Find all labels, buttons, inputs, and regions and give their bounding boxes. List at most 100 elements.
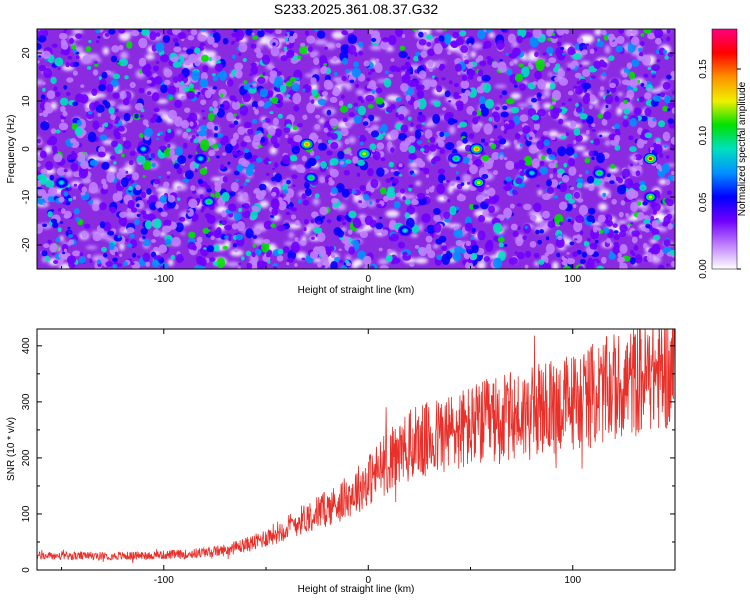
heatmap-cell (382, 37, 389, 43)
heatmap-cell (231, 100, 241, 111)
heatmap-cell (42, 109, 49, 118)
heatmap-cell (647, 87, 652, 91)
heatmap-cell (81, 186, 87, 194)
heatmap-cell (390, 147, 395, 153)
heatmap-cell (110, 114, 116, 120)
heatmap-cell (310, 77, 317, 85)
heatmap-cell (460, 80, 470, 89)
heatmap-cell (536, 184, 540, 188)
heatmap-cell (472, 110, 478, 116)
heatmap-cell (506, 68, 513, 76)
heatmap-cell (593, 138, 600, 146)
heatmap-cell (514, 251, 518, 255)
heatmap-cell (191, 134, 196, 140)
heatmap-cell (98, 76, 102, 80)
heatmap-cell (78, 256, 87, 264)
heatmap-cell (554, 160, 558, 164)
heatmap-cell (483, 160, 494, 170)
heatmap-cell (118, 216, 128, 226)
heatmap-cell (651, 74, 656, 79)
heatmap-cell (57, 67, 61, 70)
heatmap-cell (574, 43, 580, 50)
heatmap-cell (228, 203, 237, 212)
heatmap-cell (242, 57, 247, 63)
heatmap-cell (633, 204, 637, 209)
heatmap-cell (216, 132, 224, 138)
heatmap-cell (243, 80, 248, 84)
heatmap-cell (554, 76, 560, 82)
heatmap-cell (53, 153, 63, 163)
heatmap-cell (168, 96, 173, 101)
y-tick-label: 100 (21, 505, 32, 522)
heatmap-cell (182, 47, 187, 51)
heatmap-cell (139, 114, 144, 118)
heatmap-cell (631, 29, 638, 35)
heatmap-cell (564, 193, 573, 201)
heatmap-cell (654, 37, 662, 45)
heatmap-cell (528, 136, 533, 140)
heatmap-cell (640, 33, 645, 37)
heatmap-cell (262, 122, 270, 129)
heatmap-cell (255, 190, 265, 201)
heatmap-cell (231, 40, 235, 45)
heatmap-cell (276, 224, 286, 232)
heatmap-cell (416, 114, 427, 123)
heatmap-cell (309, 251, 319, 260)
heatmap-cell (639, 184, 647, 191)
heatmap-hotspot (309, 176, 313, 180)
heatmap-cell (37, 138, 41, 144)
heatmap-cell (136, 203, 140, 208)
heatmap-cell (207, 36, 215, 45)
heatmap-cell (651, 228, 660, 236)
heatmap-cell (46, 90, 56, 100)
heatmap-cell (625, 189, 635, 200)
heatmap-cell (410, 122, 414, 127)
heatmap-cell (51, 252, 55, 256)
heatmap-cell (63, 168, 68, 173)
heatmap-cell (363, 193, 370, 201)
heatmap-cell (250, 65, 258, 75)
heatmap-cell (118, 58, 129, 67)
heatmap-cell (155, 60, 160, 65)
heatmap-cell (425, 235, 433, 243)
heatmap-cell (550, 105, 554, 110)
heatmap-cell (236, 153, 241, 158)
heatmap-cell (43, 67, 53, 78)
heatmap-cell (208, 56, 213, 62)
heatmap-cell (112, 73, 121, 80)
heatmap-cell (157, 115, 161, 120)
heatmap-cell (591, 123, 596, 127)
heatmap-cell (208, 149, 216, 157)
heatmap-cell (380, 157, 386, 162)
heatmap-cell (233, 113, 237, 117)
heatmap-cell (37, 30, 41, 39)
heatmap-cell (120, 168, 127, 174)
heatmap-cell (416, 140, 422, 145)
heatmap-hotspot (454, 157, 458, 161)
heatmap-cell (182, 133, 188, 139)
heatmap-cell (391, 182, 397, 187)
heatmap-cell (292, 32, 298, 39)
heatmap-cell (353, 61, 360, 68)
heatmap-cell (631, 230, 640, 237)
heatmap-cell (597, 214, 606, 223)
heatmap-cell (345, 122, 352, 128)
heatmap-cell (606, 89, 610, 94)
heatmap-cell (310, 99, 315, 104)
heatmap-cell (499, 154, 504, 160)
heatmap-cell (578, 89, 583, 95)
heatmap-cell (453, 82, 460, 88)
heatmap-cell (467, 69, 476, 77)
heatmap-cell (438, 65, 444, 71)
heatmap-cell (330, 186, 339, 194)
heatmap-cell (360, 218, 364, 221)
heatmap-cell (490, 143, 497, 150)
heatmap-cell (97, 112, 102, 117)
heatmap-cell (453, 229, 463, 239)
heatmap-cell (568, 157, 576, 167)
heatmap-cell (389, 65, 398, 72)
heatmap-cell (603, 176, 610, 182)
heatmap-cell (469, 164, 478, 175)
